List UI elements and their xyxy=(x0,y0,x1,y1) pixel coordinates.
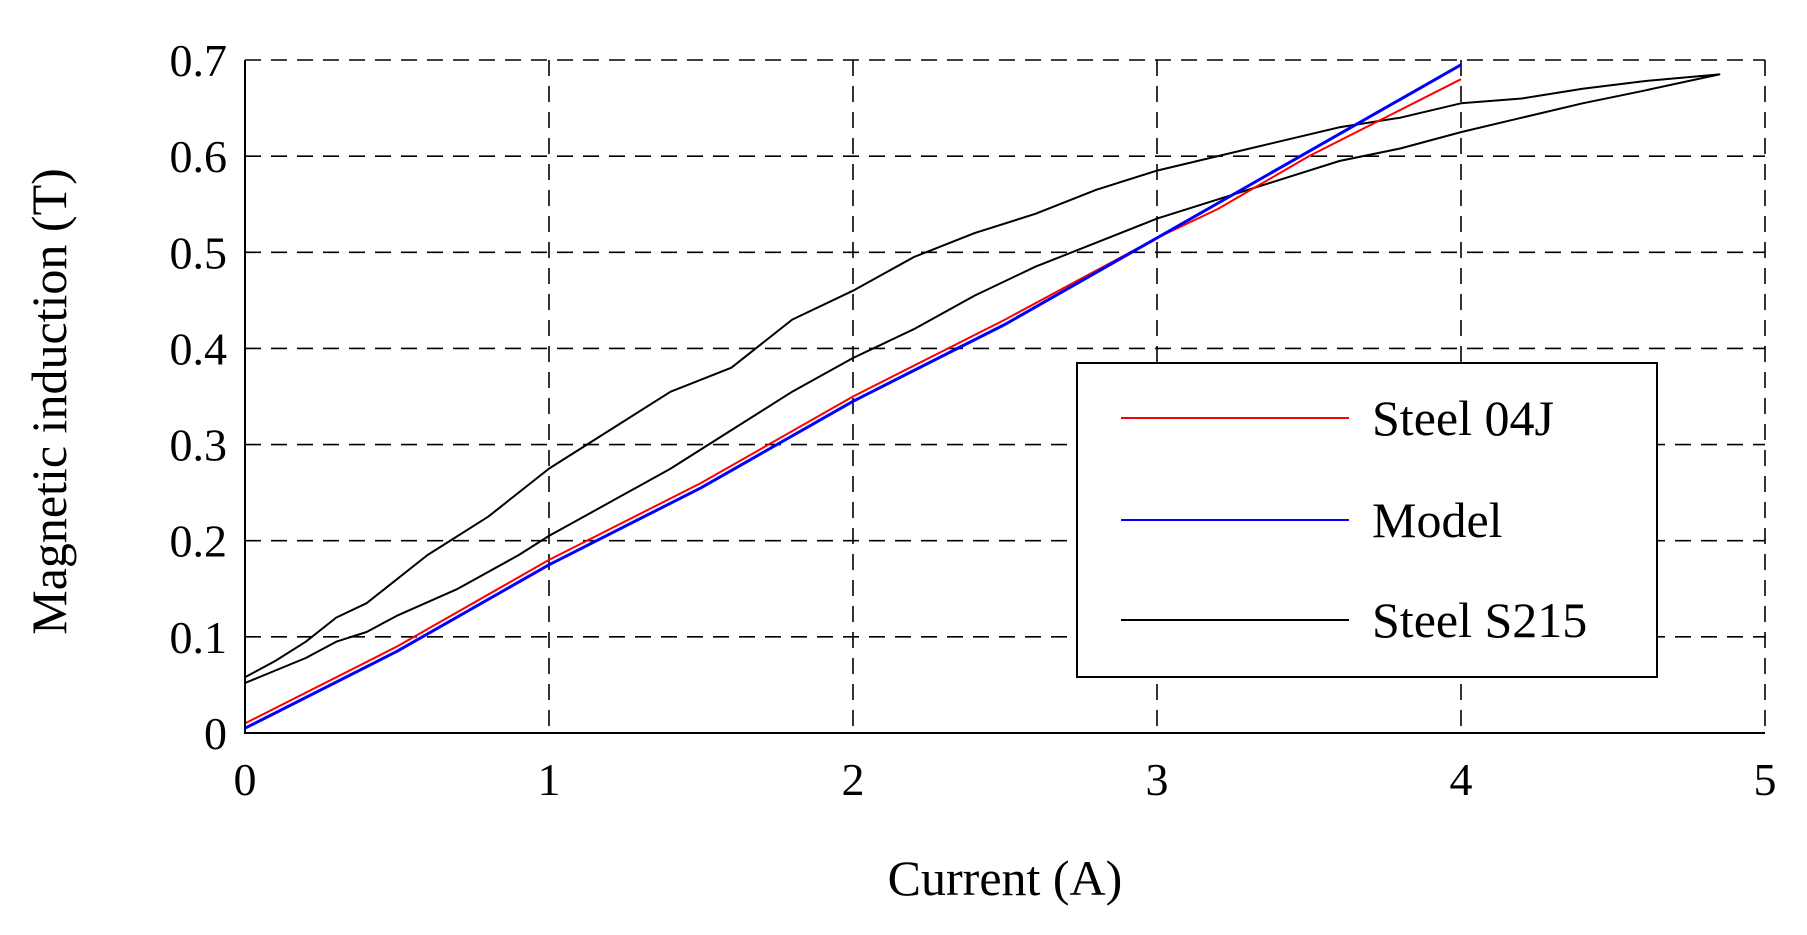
x-tick-label: 0 xyxy=(234,754,257,805)
legend-label: Model xyxy=(1372,492,1503,548)
y-axis-label: Magnetic induction (T) xyxy=(21,168,77,635)
series-line-model xyxy=(244,63,1462,730)
x-tick-label: 4 xyxy=(1450,754,1473,805)
x-tick-label: 2 xyxy=(842,754,865,805)
x-tick-label: 3 xyxy=(1146,754,1169,805)
y-tick-label: 0.6 xyxy=(170,131,228,182)
y-tick-labels: 0 0.1 0.2 0.3 0.4 0.5 0.6 0.7 xyxy=(170,35,228,759)
y-tick-label: 0 xyxy=(204,708,227,759)
y-tick-label: 0.2 xyxy=(170,516,228,567)
x-tick-label: 1 xyxy=(538,754,561,805)
y-tick-label: 0.5 xyxy=(170,227,228,278)
series-layer xyxy=(244,63,1721,730)
y-tick-label: 0.7 xyxy=(170,35,228,86)
legend-label: Steel 04J xyxy=(1372,390,1554,446)
series-line-steel-04j xyxy=(244,78,1462,725)
legend-label: Steel S215 xyxy=(1372,592,1587,648)
x-tick-labels: 0 1 2 3 4 5 xyxy=(234,754,1777,805)
x-tick-label: 5 xyxy=(1754,754,1777,805)
plot-frame xyxy=(244,59,1766,734)
series-line-steel-s215 xyxy=(244,73,1721,684)
y-tick-label: 0.3 xyxy=(170,420,228,471)
y-tick-label: 0.4 xyxy=(170,323,228,374)
grid xyxy=(245,59,1766,733)
legend: Steel 04J Model Steel S215 xyxy=(1076,362,1658,678)
y-tick-label: 0.1 xyxy=(170,612,228,663)
x-axis-label: Current (A) xyxy=(888,850,1123,906)
